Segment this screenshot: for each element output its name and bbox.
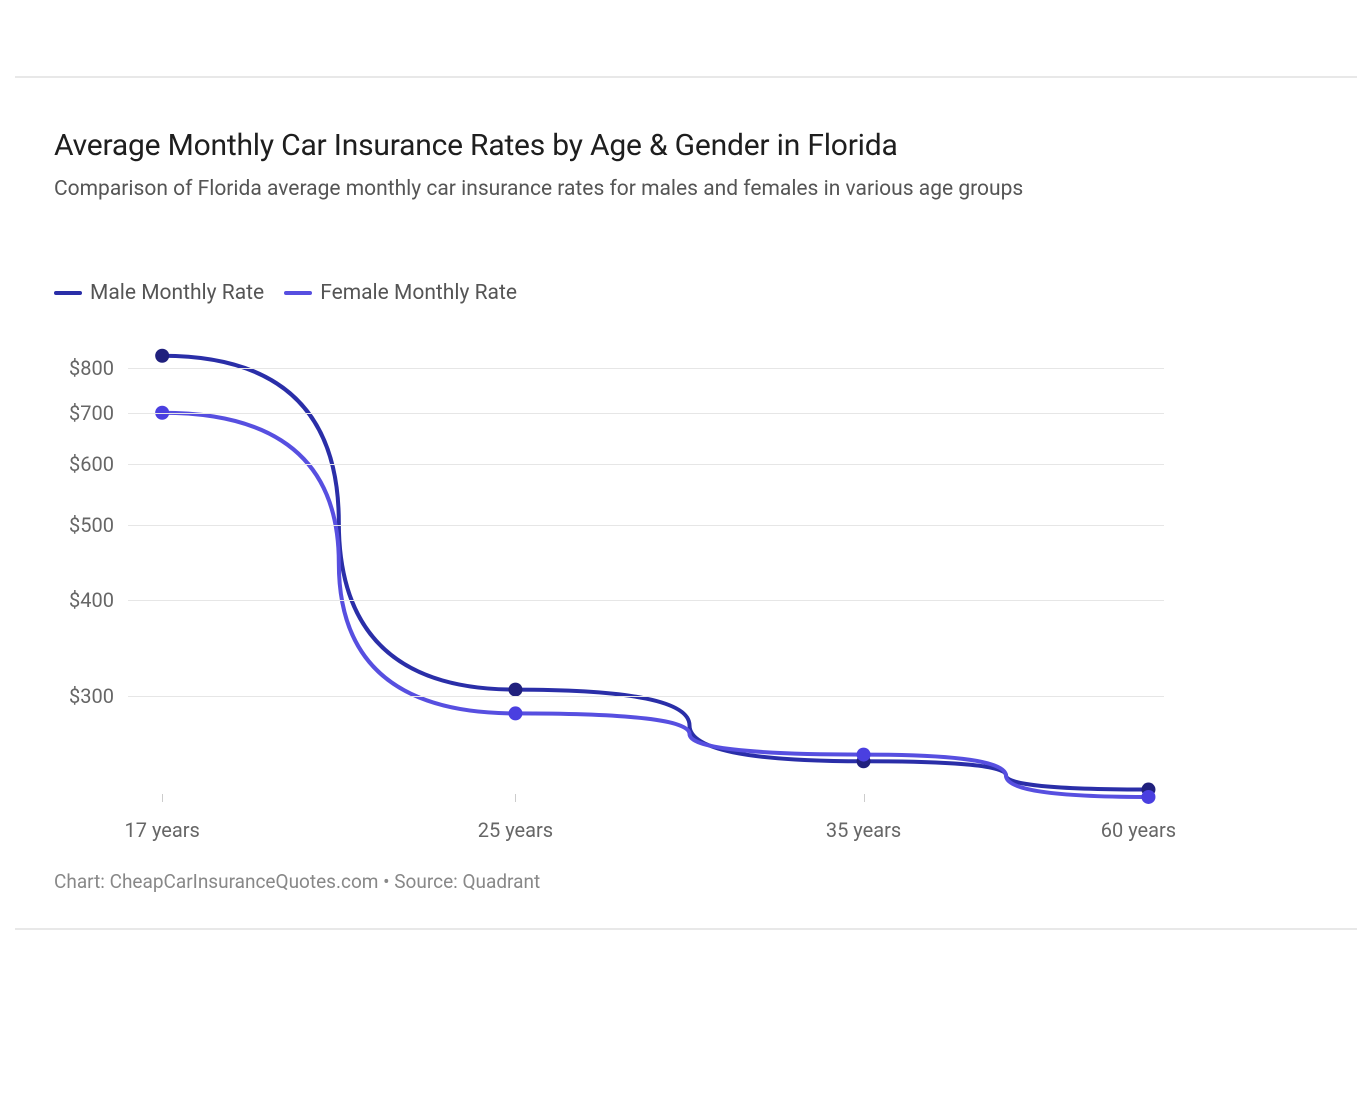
y-tick-label: $600	[69, 452, 114, 476]
y-tick-label: $700	[69, 401, 114, 425]
y-tick-label: $500	[69, 513, 114, 537]
chart-header: Average Monthly Car Insurance Rates by A…	[54, 128, 1318, 201]
data-point	[508, 706, 522, 720]
legend-swatch-male	[54, 291, 82, 295]
grid-line	[128, 600, 1164, 601]
y-tick-label: $800	[69, 356, 114, 380]
grid-line	[128, 525, 1164, 526]
x-tick-label: 60 years	[1101, 818, 1176, 842]
grid-line	[128, 413, 1164, 414]
data-point	[508, 683, 522, 697]
x-tick	[515, 794, 516, 802]
x-tick-label: 17 years	[125, 818, 200, 842]
grid-line	[128, 464, 1164, 465]
x-tick-label: 35 years	[826, 818, 901, 842]
legend-swatch-female	[284, 291, 312, 295]
data-point	[857, 748, 871, 762]
chart-footer: Chart: CheapCarInsuranceQuotes.com • Sou…	[54, 870, 540, 893]
bottom-divider	[15, 928, 1357, 930]
y-tick-label: $300	[69, 684, 114, 708]
chart-title: Average Monthly Car Insurance Rates by A…	[54, 128, 1318, 163]
y-tick-label: $400	[69, 588, 114, 612]
data-point	[155, 349, 169, 363]
grid-line	[128, 696, 1164, 697]
legend-label-male: Male Monthly Rate	[90, 281, 264, 305]
x-tick	[864, 794, 865, 802]
x-tick	[162, 794, 163, 802]
legend-label-female: Female Monthly Rate	[320, 281, 517, 305]
chart-legend: Male Monthly Rate Female Monthly Rate	[54, 281, 517, 305]
legend-item-female: Female Monthly Rate	[284, 281, 517, 305]
top-divider	[15, 76, 1357, 78]
data-point	[1141, 790, 1155, 804]
chart-plot-area: $300 $400 $500 $600 $700 $800	[54, 330, 1164, 820]
series-line	[162, 413, 1148, 797]
series-line	[162, 356, 1148, 790]
chart-subtitle: Comparison of Florida average monthly ca…	[54, 177, 1318, 201]
chart-svg	[128, 330, 1164, 820]
x-tick-label: 25 years	[478, 818, 553, 842]
y-axis-labels: $300 $400 $500 $600 $700 $800	[54, 330, 114, 820]
grid-line	[128, 368, 1164, 369]
legend-item-male: Male Monthly Rate	[54, 281, 264, 305]
